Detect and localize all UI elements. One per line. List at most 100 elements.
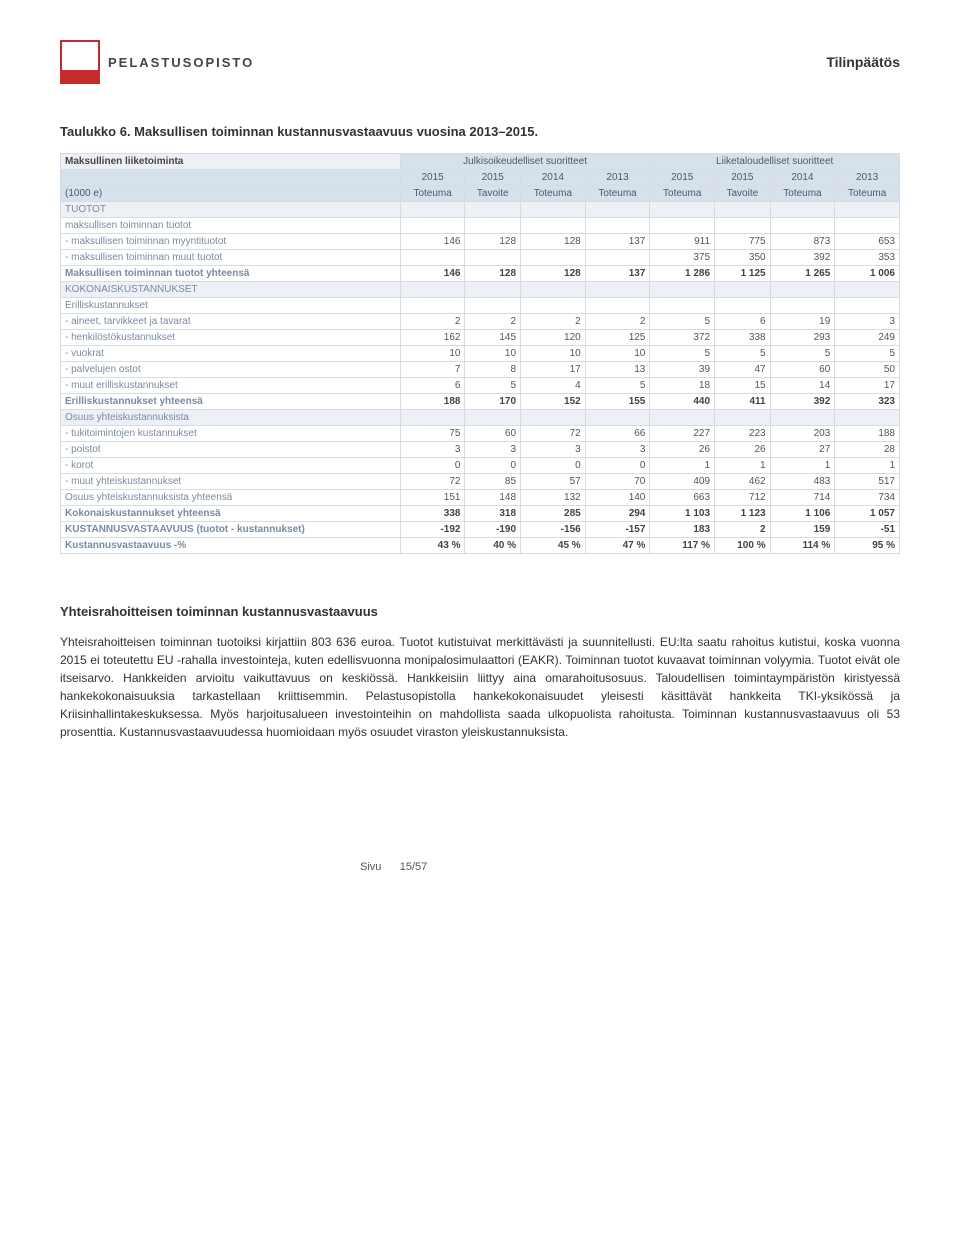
row-label: Maksullisen toiminnan tuotot yhteensä <box>61 266 401 282</box>
cell-value: 1 <box>650 458 715 474</box>
cell-value: 5 <box>715 346 771 362</box>
cell-value: 1 103 <box>650 506 715 522</box>
cell-value: 7 <box>400 362 465 378</box>
cell-value <box>835 410 900 426</box>
cell-value: 170 <box>465 394 521 410</box>
cell-value: 873 <box>770 234 835 250</box>
cell-value: 1 006 <box>835 266 900 282</box>
cell-value: 40 % <box>465 538 521 554</box>
cell-value <box>400 202 465 218</box>
cell-value <box>465 410 521 426</box>
row-label: - vuokrat <box>61 346 401 362</box>
cell-value: 43 % <box>400 538 465 554</box>
cell-value <box>715 202 771 218</box>
cell-value: 188 <box>835 426 900 442</box>
cell-value: 50 <box>835 362 900 378</box>
cell-value: 17 <box>835 378 900 394</box>
year-col: 2015 <box>650 170 715 186</box>
cell-value: 462 <box>715 474 771 490</box>
cell-value <box>585 218 650 234</box>
cell-value: 4 <box>521 378 586 394</box>
row-label: - korot <box>61 458 401 474</box>
cell-value: 162 <box>400 330 465 346</box>
cell-value: 66 <box>585 426 650 442</box>
cell-value <box>585 282 650 298</box>
table-row: maksullisen toiminnan tuotot <box>61 218 900 234</box>
page-label: Sivu <box>360 861 381 873</box>
cell-value: 6 <box>715 314 771 330</box>
cell-value: 323 <box>835 394 900 410</box>
cell-value: -157 <box>585 522 650 538</box>
cell-value: 3 <box>465 442 521 458</box>
cell-value: 137 <box>585 266 650 282</box>
cell-value: 19 <box>770 314 835 330</box>
table-row: - henkilöstökustannukset1621451201253723… <box>61 330 900 346</box>
cell-value: 183 <box>650 522 715 538</box>
cell-value: 911 <box>650 234 715 250</box>
cell-value: 151 <box>400 490 465 506</box>
cell-value: -156 <box>521 522 586 538</box>
cell-value: 734 <box>835 490 900 506</box>
cell-value: 146 <box>400 234 465 250</box>
sub-col: Tavoite <box>715 186 771 202</box>
cell-value <box>835 298 900 314</box>
row-label: - palvelujen ostot <box>61 362 401 378</box>
cell-value: 60 <box>465 426 521 442</box>
cell-value: 1 <box>835 458 900 474</box>
cell-value: 285 <box>521 506 586 522</box>
cell-value <box>835 218 900 234</box>
cell-value: 249 <box>835 330 900 346</box>
row-label: Osuus yhteiskustannuksista yhteensä <box>61 490 401 506</box>
table-row: Erilliskustannukset yhteensä188170152155… <box>61 394 900 410</box>
cell-value: 775 <box>715 234 771 250</box>
brand-block: PELASTUSOPISTO <box>60 40 254 84</box>
year-col: 2015 <box>400 170 465 186</box>
cell-value: 117 % <box>650 538 715 554</box>
cell-value: 18 <box>650 378 715 394</box>
cell-value: 350 <box>715 250 771 266</box>
row-label: Osuus yhteiskustannuksista <box>61 410 401 426</box>
cell-value <box>650 282 715 298</box>
table-row: Maksullisen toiminnan tuotot yhteensä146… <box>61 266 900 282</box>
sub-col: Toteuma <box>650 186 715 202</box>
cell-value <box>465 282 521 298</box>
row-label: - muut yhteiskustannukset <box>61 474 401 490</box>
page-number: 15/57 <box>400 861 428 873</box>
cell-value: 653 <box>835 234 900 250</box>
year-col: 2015 <box>465 170 521 186</box>
cell-value: 10 <box>521 346 586 362</box>
table-row: - muut yhteiskustannukset728557704094624… <box>61 474 900 490</box>
body-paragraph: Yhteisrahoitteisen toiminnan tuotoiksi k… <box>60 633 900 741</box>
cell-value: 39 <box>650 362 715 378</box>
cell-value <box>770 202 835 218</box>
cell-value: 1 265 <box>770 266 835 282</box>
cell-value <box>835 282 900 298</box>
table-row: - muut erilliskustannukset654518151417 <box>61 378 900 394</box>
cell-value <box>650 218 715 234</box>
cell-value: 28 <box>835 442 900 458</box>
cell-value: 27 <box>770 442 835 458</box>
table-row: Kustannusvastaavuus -%43 %40 %45 %47 %11… <box>61 538 900 554</box>
sub-col: Toteuma <box>835 186 900 202</box>
cell-value: 0 <box>400 458 465 474</box>
sub-col: Toteuma <box>400 186 465 202</box>
cell-value: 5 <box>650 314 715 330</box>
table-row: - vuokrat101010105555 <box>61 346 900 362</box>
table-row: - aineet, tarvikkeet ja tavarat222256193 <box>61 314 900 330</box>
table-row: - korot00001111 <box>61 458 900 474</box>
cell-value: 145 <box>465 330 521 346</box>
cell-value: 188 <box>400 394 465 410</box>
cell-value: 663 <box>650 490 715 506</box>
cell-value: 128 <box>465 266 521 282</box>
cell-value: 3 <box>585 442 650 458</box>
table-row: - palvelujen ostot78171339476050 <box>61 362 900 378</box>
cell-value <box>585 298 650 314</box>
cell-value <box>465 298 521 314</box>
cell-value <box>650 202 715 218</box>
year-col: 2014 <box>770 170 835 186</box>
cell-value <box>400 282 465 298</box>
cell-value <box>465 250 521 266</box>
cell-value: 223 <box>715 426 771 442</box>
cell-value <box>521 202 586 218</box>
cell-value <box>521 410 586 426</box>
